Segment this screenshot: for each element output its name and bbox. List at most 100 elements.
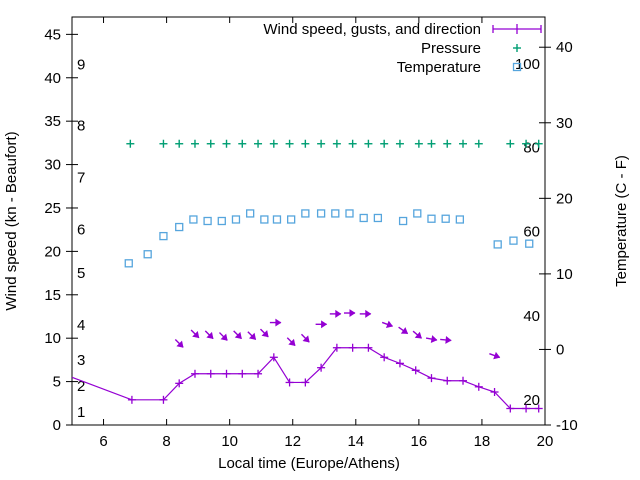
temperature-marker <box>301 209 310 218</box>
wind-speed-marker <box>127 395 136 404</box>
wind-direction-arrow <box>269 318 282 327</box>
legend-marker <box>512 62 522 72</box>
x-tick-label: 20 <box>537 433 554 450</box>
plot-frame <box>71 16 546 426</box>
wind-speed-marker <box>190 369 199 378</box>
x-tick-label: 12 <box>284 433 301 450</box>
pressure-marker <box>364 139 373 148</box>
wind-direction-arrow <box>315 320 328 329</box>
temperature-marker <box>143 250 152 259</box>
x-tick-label: 10 <box>221 433 238 450</box>
wind-speed-marker <box>317 363 326 372</box>
wind-speed-marker <box>427 374 436 383</box>
legend-square <box>512 62 522 72</box>
pressure-marker <box>317 139 326 148</box>
pressure-marker <box>506 139 515 148</box>
x-tick-label: 14 <box>347 433 364 450</box>
wind-direction-arrow <box>329 309 342 318</box>
temperature-marker <box>455 215 465 224</box>
temperature-marker <box>316 209 326 218</box>
pressure-marker <box>175 139 184 148</box>
temperature-marker <box>413 209 422 218</box>
temperature-marker <box>331 209 340 218</box>
x-tick-label: 16 <box>411 433 428 450</box>
pressure-marker <box>254 139 263 148</box>
y-tick-label: 0 <box>53 417 61 434</box>
wind-speed-marker <box>364 343 373 352</box>
pressure-marker <box>269 139 278 148</box>
temperature-marker <box>217 216 226 226</box>
arrow-head <box>414 331 422 339</box>
beaufort-label: 2 <box>77 378 85 395</box>
beaufort-scale-labels: 1 2 3 4 5 6 7 8 9 <box>77 57 85 421</box>
pressure-marker <box>348 139 357 148</box>
arrow-head <box>493 351 501 360</box>
temperature-marker <box>373 213 383 223</box>
y-tick-label: 45 <box>44 26 61 43</box>
beaufort-label: 9 <box>77 57 85 74</box>
wind-speed-marker <box>175 379 184 388</box>
series-temperature <box>124 209 534 268</box>
pressure-marker <box>427 139 436 148</box>
beaufort-label: 6 <box>77 222 85 239</box>
pressure-marker <box>395 139 404 148</box>
series-wind-speed <box>71 343 543 413</box>
wind-speed-marker <box>238 369 247 378</box>
wind-speed-marker <box>254 369 263 378</box>
temperature-marker <box>287 215 296 224</box>
pressure-marker <box>159 139 168 148</box>
wind-direction-arrow <box>190 329 200 339</box>
x-tick-label: 6 <box>99 433 107 450</box>
wind-direction-arrow <box>440 335 452 344</box>
x-tick-label: 18 <box>474 433 491 450</box>
wind-direction-arrow <box>425 335 438 343</box>
y-tick-label: 25 <box>44 200 61 217</box>
wind-direction-arrow <box>218 332 228 341</box>
arrow-head <box>220 333 228 341</box>
beaufort-label: 1 <box>77 404 85 421</box>
arrow-head <box>234 331 242 339</box>
wind-direction-arrow <box>489 351 501 360</box>
temperature-marker <box>345 209 354 218</box>
y2-tick-label: -10 <box>556 417 578 434</box>
wind-direction-arrow <box>359 309 372 318</box>
pressure-marker <box>414 139 423 148</box>
wind-direction-arrow <box>247 331 257 340</box>
y-axis-left-title: Wind speed (kn - Beaufort) <box>3 131 20 310</box>
wind-speed-marker <box>411 366 420 375</box>
wind-speed-marker <box>301 378 310 387</box>
arrow-head <box>261 330 269 338</box>
pressure-marker <box>332 139 341 148</box>
wind-speed-marker <box>380 353 389 362</box>
temperature-marker <box>525 239 534 248</box>
fahrenheit-label: 60 <box>523 224 540 241</box>
y-axis-right-title: Temperature (C - F) <box>613 155 630 287</box>
x-axis-title: Local time (Europe/Athens) <box>218 455 400 472</box>
wind-speed-marker <box>348 343 357 352</box>
legend-label: Pressure <box>421 40 481 57</box>
pressure-marker <box>380 139 389 148</box>
wind-direction-arrow <box>259 328 269 338</box>
wind-speed-marker <box>506 404 515 413</box>
arrow-head <box>302 335 310 343</box>
pressure-marker <box>459 139 468 148</box>
pressure-marker <box>126 139 135 148</box>
wind-direction-arrow <box>300 333 310 343</box>
wind-direction-arrow <box>412 330 422 339</box>
y-tick-label: 35 <box>44 113 61 130</box>
legend-marker <box>492 24 542 34</box>
arrow-head <box>321 320 328 329</box>
wind-direction-arrow <box>381 320 394 329</box>
legend-label: Temperature <box>397 59 481 76</box>
temperature-marker <box>398 216 408 226</box>
plot-border <box>71 16 546 426</box>
temperature-marker <box>124 259 133 268</box>
beaufort-label: 5 <box>77 265 85 282</box>
wind-direction-arrow <box>286 337 296 347</box>
wind-direction-arrow <box>343 309 356 317</box>
wind-speed-marker <box>534 404 543 413</box>
x-tick-label: 8 <box>162 433 170 450</box>
